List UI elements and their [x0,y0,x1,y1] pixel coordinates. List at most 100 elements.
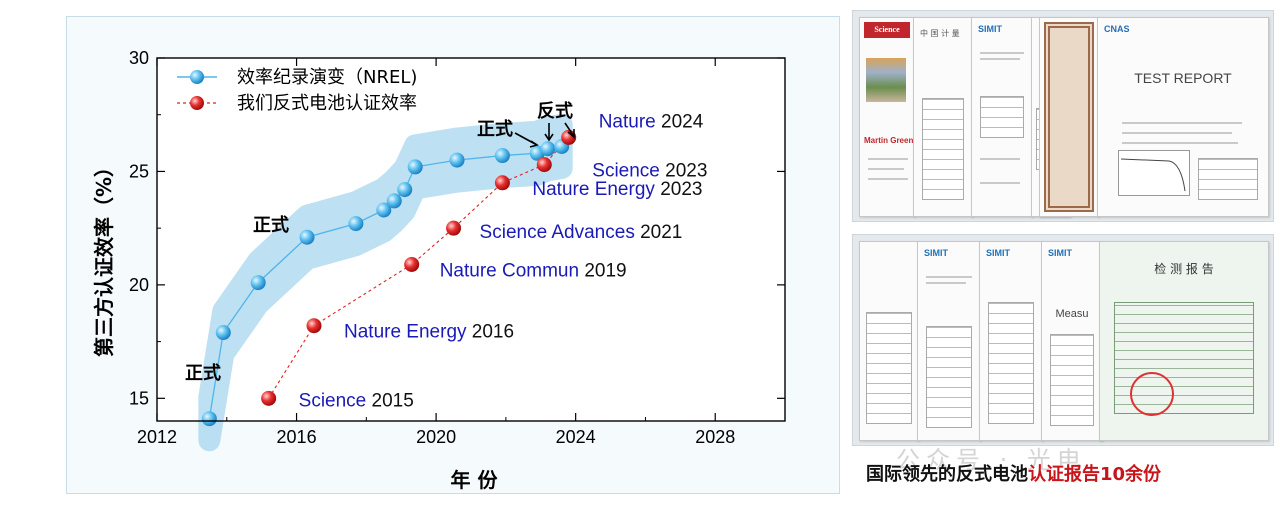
text-line [868,158,908,160]
iv-curve-plot [1118,150,1190,196]
device-structure-image [866,58,906,102]
annotation-journal: Nature Energy 2023 [532,179,702,200]
report-bottom-jiance: 检 测 报 告 [1099,241,1269,441]
nrel-point [494,148,510,164]
text-line [1122,142,1238,144]
annotation-journal-name: Nature Commun [440,260,585,281]
annotation-year: 2024 [661,111,704,132]
efficiency-chart: 2012 2016 2020 2024 2028 15 20 25 30 Science 201… [92,48,786,492]
plot-background [157,58,785,421]
plot-frame [156,57,786,422]
tag-zhengshi-3: 正式 [477,118,513,140]
y-tick-label: 25 [129,161,149,181]
nrel-point [215,325,231,341]
arrow-fanshi-1-head [544,133,554,142]
table-bottom-simit-2 [988,302,1034,424]
simit-logo: SIMIT [924,248,948,258]
annotation-year: 2023 [660,179,702,200]
our-point [404,256,420,272]
tick-labels: 2012 2016 2020 2024 2028 15 20 25 30 [129,48,735,447]
science-logo: Science [864,22,910,38]
report-bottom-1 [859,241,919,441]
y-axis-title: 第三方认证效率（%） [92,157,116,357]
paper-author-line: Martin Green [864,136,914,145]
annotation-year: 2019 [584,260,626,281]
report-cnas-test: CNAS TEST REPORT [1097,17,1269,217]
nrel-point [386,193,402,209]
y-tick-label: 15 [129,388,149,408]
text-line [868,178,908,180]
red-stamp [1130,372,1174,416]
nrel-point [449,152,465,168]
nrel-point [376,202,392,218]
arrow-fanshi-2-head [567,129,575,139]
nrel-point [348,216,364,232]
our-point [536,157,552,173]
certification-reports-panel: Science Martin Green 中 国 计 量 SIMIT Mea [852,10,1274,510]
report-science-paper: Science Martin Green [859,17,915,217]
test-report-title: TEST REPORT [1134,70,1232,86]
y-tick-label: 30 [129,48,149,68]
metrology-table [922,98,964,200]
report-bottom-simit-3: SIMIT Measu [1041,241,1103,441]
chart-panel: 2012 2016 2020 2024 2028 15 20 25 30 Science 201… [66,16,840,494]
report-simit-1: SIMIT [971,17,1033,217]
jiance-title: 检 测 报 告 [1154,262,1214,276]
x-axis-title: 年 份 [451,468,499,492]
text-line [1122,122,1242,124]
annotation-journal: Nature Commun 2019 [440,260,627,281]
legend-marker-ours [190,96,204,110]
tag-fanshi: 反式 [537,100,573,122]
nrel-point [201,411,217,427]
annotation-year: 2023 [665,161,707,182]
our-point [261,390,277,406]
report-bottom-simit-1: SIMIT [917,241,981,441]
legend-marker-nrel [190,70,204,84]
nrel-point [397,182,413,198]
nrel-point [299,229,315,245]
report-certificate [1039,17,1099,217]
measurement-title-2: Measu [1055,308,1089,320]
annotation-journal: Nature Energy 2016 [344,322,514,343]
report-cn-metrology: 中 国 计 量 [913,17,973,217]
x-tick-label: 2012 [137,427,177,447]
x-tick-label: 2016 [277,427,317,447]
arrow-zhengshi-head [529,140,539,148]
legend-label-nrel: 效率纪录演变（NREL) [237,67,417,88]
certificate-border [1044,22,1094,212]
cnas-logo: CNAS [1104,24,1130,34]
annotation-journal: Science 2023 [592,161,707,182]
x-tick-label: 2028 [695,427,735,447]
nrel-point [540,141,556,157]
nrel-record-band [157,58,785,452]
metrology-title: 中 国 计 量 [920,29,960,38]
report-group-bottom: SIMIT SIMIT SIMIT Measu 检 测 报 告 [852,234,1274,446]
table-bottom-simit-3 [1050,334,1094,426]
text-line [926,282,966,284]
reports-caption: 国际领先的反式电池认证报告10余份 [866,460,1270,490]
table-bottom-1 [866,312,912,424]
nrel-band-shape [198,113,573,452]
our-point [446,220,462,236]
report-group-top: Science Martin Green 中 国 计 量 SIMIT Mea [852,10,1274,222]
arrow-fanshi-2 [564,122,574,136]
annotation-journal-name: Science [299,390,372,411]
legend: 效率纪录演变（NREL) 我们反式电池认证效率 [177,67,417,114]
annotation-journal-name: Science Advances [480,222,641,243]
annotation-journal: Science 2015 [299,390,414,411]
caption-prefix: 国际领先的反式电池 [866,464,1028,485]
x-tick-label: 2024 [556,427,596,447]
annotation-journal-name: Nature [599,111,661,132]
legend-label-ours: 我们反式电池认证效率 [237,93,417,114]
simit-logo: SIMIT [978,24,1002,34]
series-points [201,129,577,427]
text-line [926,276,972,278]
x-tick-label: 2020 [416,427,456,447]
text-line [980,182,1020,184]
tag-zhengshi-1: 正式 [185,362,221,384]
our-point [494,175,510,191]
simit-table [980,96,1024,138]
report-bottom-simit-2: SIMIT [979,241,1043,441]
journal-annotations: Science 2015 Nature Energy 2016 Nature Com… [299,111,708,411]
nrel-point [250,275,266,291]
